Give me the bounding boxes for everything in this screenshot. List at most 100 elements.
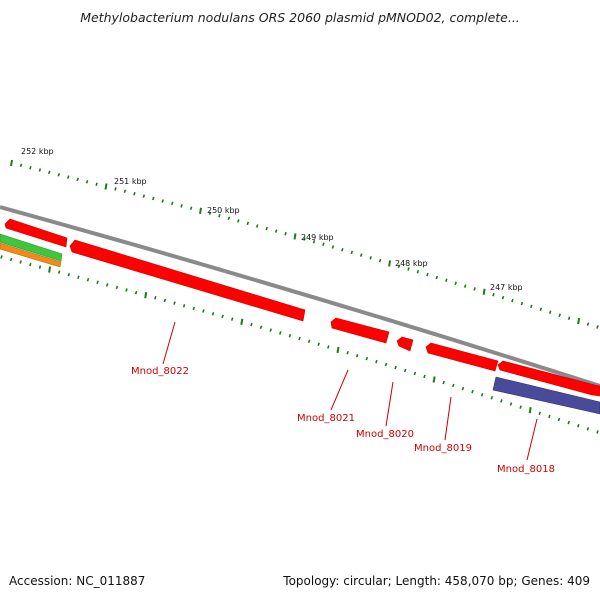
minor-tick bbox=[397, 264, 401, 268]
minor-tick bbox=[435, 275, 439, 280]
minor-tick bbox=[365, 356, 369, 361]
major-tick bbox=[482, 288, 486, 295]
major-tick bbox=[48, 266, 52, 273]
minor-tick bbox=[76, 177, 79, 182]
minor-tick bbox=[501, 295, 505, 300]
minor-tick bbox=[173, 301, 176, 305]
minor-tick bbox=[586, 427, 590, 431]
minor-tick bbox=[38, 168, 42, 172]
minor-tick bbox=[375, 359, 378, 364]
minor-tick bbox=[355, 353, 359, 358]
minor-tick bbox=[403, 368, 407, 373]
minor-tick bbox=[211, 311, 215, 316]
minor-tick bbox=[445, 278, 448, 283]
major-tick bbox=[336, 346, 340, 354]
minor-tick bbox=[9, 257, 13, 262]
gene-feature[interactable] bbox=[4, 218, 68, 248]
major-tick bbox=[240, 318, 244, 325]
minor-tick bbox=[259, 325, 263, 330]
minor-tick bbox=[298, 336, 301, 341]
minor-tick bbox=[192, 306, 196, 311]
minor-tick bbox=[152, 196, 155, 201]
track-green-feature bbox=[0, 233, 63, 262]
minor-tick bbox=[86, 278, 90, 282]
gene-feature-mnod-8018[interactable] bbox=[497, 360, 600, 397]
gene-label-mnod-8022[interactable]: Mnod_8022 bbox=[131, 366, 189, 377]
scale-label-248: 248 kbp bbox=[395, 259, 428, 268]
minor-tick bbox=[452, 383, 455, 388]
minor-tick bbox=[317, 342, 320, 346]
minor-tick bbox=[539, 307, 543, 312]
minor-tick bbox=[384, 362, 388, 367]
minor-tick bbox=[463, 284, 467, 288]
minor-tick bbox=[331, 245, 335, 249]
leader-line bbox=[526, 418, 538, 461]
minor-tick bbox=[48, 170, 51, 175]
scale-ticks-outer bbox=[10, 159, 599, 329]
minor-tick bbox=[182, 303, 186, 308]
minor-tick bbox=[346, 351, 349, 355]
scale-label-251: 251 kbp bbox=[114, 177, 147, 186]
minor-tick bbox=[473, 287, 476, 291]
minor-tick bbox=[557, 417, 561, 422]
minor-tick bbox=[57, 270, 61, 274]
minor-tick bbox=[208, 211, 212, 216]
minor-tick bbox=[274, 229, 278, 233]
minor-tick bbox=[284, 231, 287, 236]
minor-tick bbox=[133, 191, 136, 196]
major-tick bbox=[144, 292, 148, 299]
gene-feature-mnod-8019[interactable] bbox=[425, 342, 499, 372]
gene-feature-mnod-8021[interactable] bbox=[330, 317, 390, 344]
accession-label: Accession: NC_011887 bbox=[9, 574, 146, 588]
gene-label-mnod-8020[interactable]: Mnod_8020 bbox=[356, 429, 414, 440]
minor-tick bbox=[142, 194, 146, 198]
minor-tick bbox=[416, 270, 420, 274]
minor-tick bbox=[189, 206, 193, 211]
gene-feature-mnod-8020[interactable] bbox=[396, 336, 414, 352]
major-tick bbox=[577, 317, 581, 325]
minor-tick bbox=[85, 180, 89, 184]
leader-line bbox=[385, 381, 394, 427]
track-purple-feature bbox=[492, 376, 600, 415]
minor-tick bbox=[250, 322, 253, 327]
minor-tick bbox=[577, 423, 580, 428]
minor-tick bbox=[407, 267, 410, 271]
leader-line bbox=[330, 369, 349, 411]
minor-tick bbox=[548, 414, 551, 419]
major-tick bbox=[10, 159, 13, 167]
minor-tick bbox=[29, 262, 32, 267]
scale-label-252: 252 kbp bbox=[21, 147, 54, 156]
minor-tick bbox=[0, 255, 3, 259]
minor-tick bbox=[246, 221, 250, 226]
minor-tick bbox=[492, 292, 495, 297]
minor-tick bbox=[307, 339, 311, 344]
gene-label-mnod-8021[interactable]: Mnod_8021 bbox=[297, 413, 355, 424]
minor-tick bbox=[596, 325, 599, 329]
gene-label-mnod-8019[interactable]: Mnod_8019 bbox=[414, 443, 472, 454]
minor-tick bbox=[426, 272, 429, 277]
minor-tick bbox=[77, 275, 80, 279]
minor-tick bbox=[423, 374, 426, 379]
minor-tick bbox=[125, 288, 128, 292]
gene-label-mnod-8018[interactable]: Mnod_8018 bbox=[497, 464, 555, 475]
minor-tick bbox=[170, 201, 174, 206]
minor-tick bbox=[454, 281, 457, 285]
minor-tick bbox=[519, 405, 522, 409]
scale-ticks-inner bbox=[0, 255, 599, 434]
scale-label-247: 247 kbp bbox=[490, 283, 523, 292]
minor-tick bbox=[538, 411, 542, 416]
minor-tick bbox=[567, 316, 571, 320]
minor-tick bbox=[520, 301, 524, 306]
minor-tick bbox=[19, 163, 23, 168]
gene-features bbox=[4, 218, 600, 397]
gene-feature-mnod-8022[interactable] bbox=[69, 239, 306, 322]
minor-tick bbox=[511, 298, 514, 303]
minor-tick bbox=[57, 172, 61, 177]
page-title: Methylobacterium nodulans ORS 2060 plasm… bbox=[80, 10, 520, 25]
minor-tick bbox=[227, 216, 231, 221]
major-tick bbox=[528, 407, 532, 414]
leader-line bbox=[162, 321, 176, 365]
minor-tick bbox=[369, 256, 372, 260]
minor-tick bbox=[180, 204, 183, 208]
